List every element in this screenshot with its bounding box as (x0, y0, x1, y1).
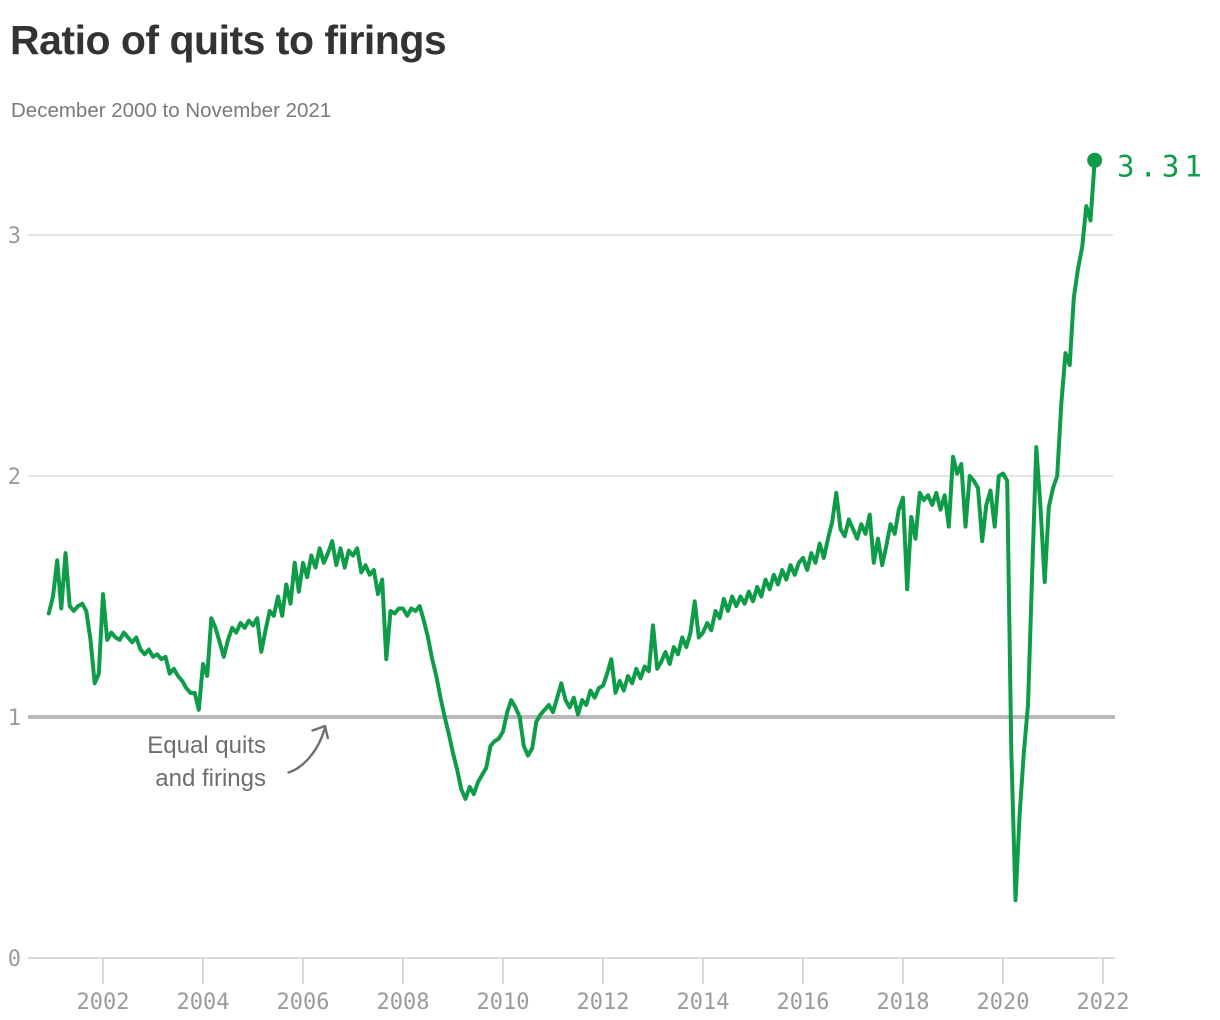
x-tick-label: 2008 (377, 990, 430, 1015)
x-tick-label: 2006 (277, 990, 330, 1015)
x-tick-label: 2022 (1077, 990, 1130, 1015)
chart-subtitle: December 2000 to November 2021 (11, 99, 332, 122)
x-tick-label: 2010 (477, 990, 530, 1015)
x-tick-label: 2002 (77, 990, 130, 1015)
x-tick-label: 2012 (577, 990, 630, 1015)
annotation-arrow (287, 724, 329, 774)
y-tick-label: 1 (8, 706, 21, 731)
x-tick-label: 2014 (677, 990, 730, 1015)
chart-title: Ratio of quits to firings (10, 17, 447, 63)
x-tick-label: 2016 (777, 990, 830, 1015)
x-tick-label: 2004 (177, 990, 230, 1015)
annotation-arrow-shaft (287, 727, 326, 774)
ratio-line (46, 158, 1097, 903)
x-tick-label: 2018 (877, 990, 930, 1015)
y-tick-label: 0 (8, 947, 21, 972)
annotation-label: Equal quits and firings (147, 732, 266, 792)
end-value-label: 3.31 (1117, 149, 1207, 183)
y-tick-label: 3 (8, 224, 21, 249)
annotation-arrow-head (311, 724, 329, 740)
x-tick-label: 2020 (977, 990, 1030, 1015)
end-point-dot (1087, 152, 1103, 168)
y-tick-label: 2 (8, 465, 21, 490)
